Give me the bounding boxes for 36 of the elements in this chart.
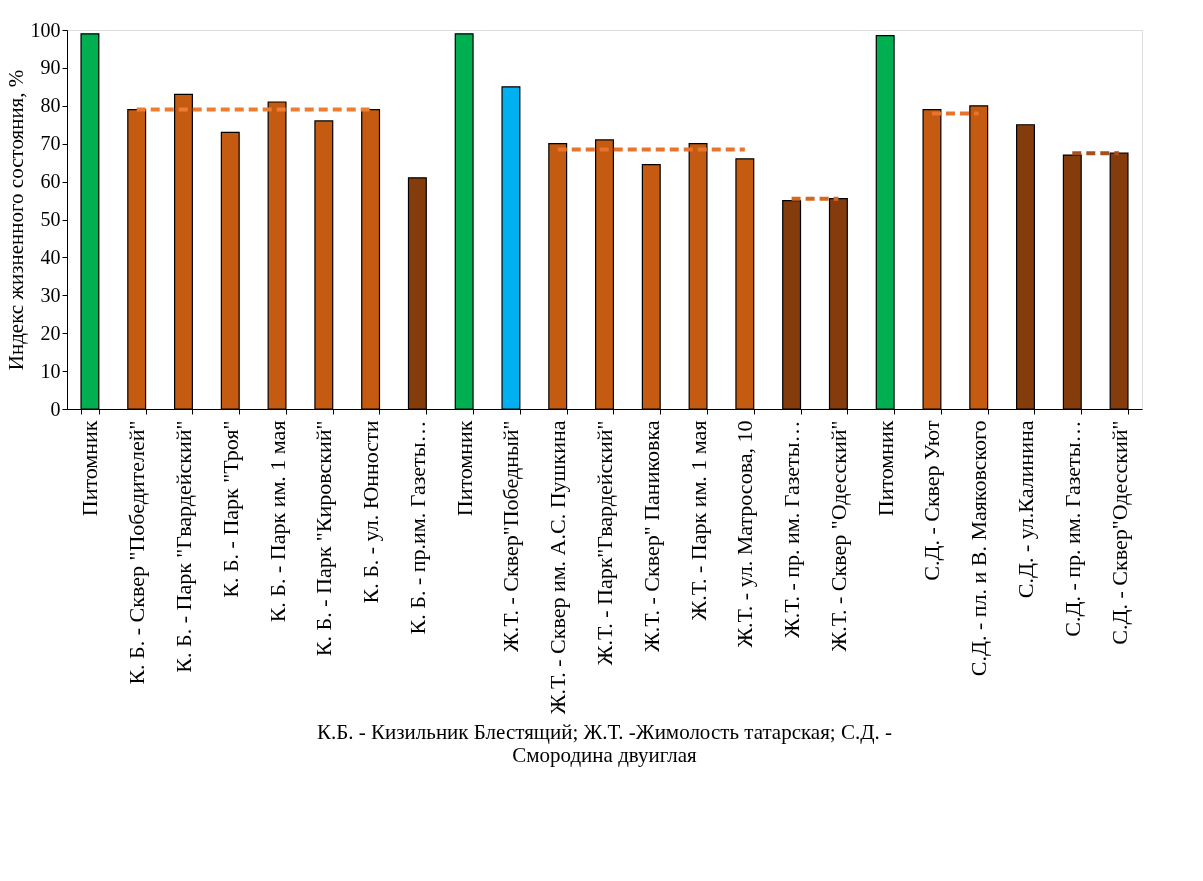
x-tick-label: Питомник xyxy=(872,420,898,517)
x-tick-label: Ж.Т. - Сквер "Одесский" xyxy=(825,420,851,652)
y-tick-label: 80 xyxy=(40,94,61,117)
y-tick-label: 60 xyxy=(40,170,61,193)
x-tick-label: Ж.Т. - Парк им. 1 мая xyxy=(685,420,711,621)
x-tick-label: С.Д. - пл. и В. Маяковского xyxy=(966,420,992,677)
x-tick-label: Питомник xyxy=(77,420,103,517)
x-tick-label: Ж.Т. - Сквер им. А.С. Пушкина xyxy=(545,420,571,715)
y-tick-label: 30 xyxy=(40,283,61,306)
x-tick-label: Ж.Т. - ул. Матросова, 10 xyxy=(732,420,758,648)
x-tick-label: К. Б. - Парк "Троя" xyxy=(217,420,243,598)
x-tick-label: Ж.Т. - Сквер"Победный" xyxy=(498,420,524,652)
x-axis-title: К.Б. - Кизильник Блестящий; Ж.Т. -Жимолость татарская; С.Д. - Смородина двуиглая xyxy=(316,719,893,767)
y-tick-label: 100 xyxy=(30,18,61,41)
x-tick-label: К. Б. - Парк "Кировский" xyxy=(311,420,337,657)
x-tick-label: К. Б. - пр.им. Газеты… xyxy=(404,420,430,635)
x-tick-label: К. Б. - Сквер "Победителей" xyxy=(124,420,150,685)
x-tick-label: С.Д. - Сквер Уют xyxy=(919,420,945,581)
x-tick-label: Питомник xyxy=(451,420,477,517)
x-tick-label: Ж.Т. - пр. им. Газеты… xyxy=(779,420,805,639)
x-tick-label: С.Д. - Сквер"Одесский" xyxy=(1106,420,1132,645)
y-axis-title: Индекс жизненного состояния, % xyxy=(3,69,28,371)
x-tick-label: Ж.Т. - Сквер" Паниковка xyxy=(638,420,664,652)
y-tick-label: 90 xyxy=(40,56,61,79)
x-tick-label: К. Б. - Парк "Гвардейский" xyxy=(170,420,196,673)
x-tick-label: С.Д. - пр. им. Газеты… xyxy=(1059,420,1085,637)
x-tick-label: С.Д. - ул.Калинина xyxy=(1013,420,1039,599)
x-tick-label: К. Б. - ул. Юнности xyxy=(358,420,384,604)
y-tick-label: 50 xyxy=(40,208,61,230)
x-tick-label: К. Б. - Парк им. 1 мая xyxy=(264,420,290,623)
y-tick-label: 0 xyxy=(50,397,61,420)
y-tick-label: 10 xyxy=(40,359,61,382)
y-tick-label: 70 xyxy=(40,132,61,155)
x-tick-label: Ж.Т. - Парк"Гвардейский" xyxy=(592,420,617,666)
y-tick-label: 20 xyxy=(40,321,61,344)
y-tick-label: 40 xyxy=(40,245,61,268)
